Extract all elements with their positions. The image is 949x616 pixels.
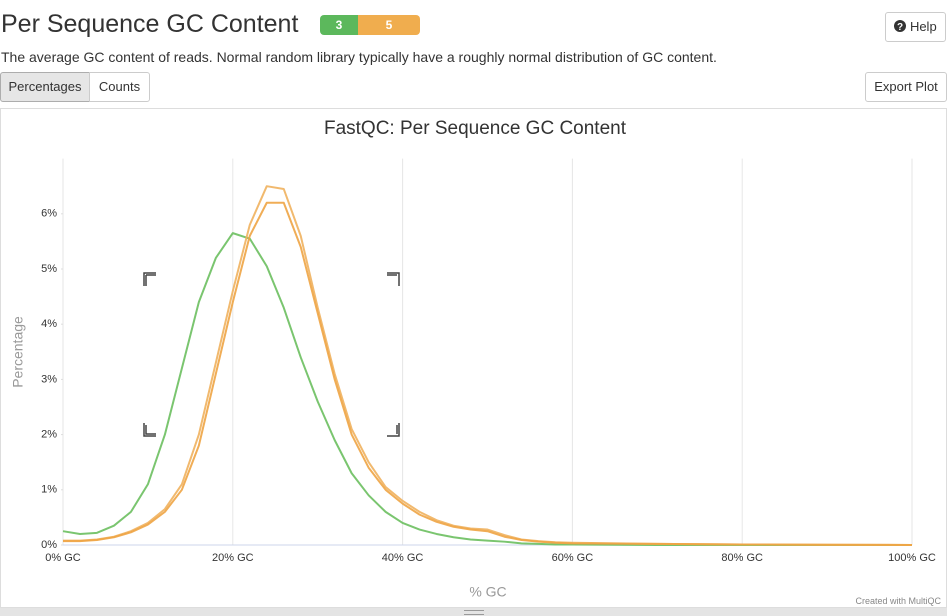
series-line [63,185,913,546]
x-tick-label: 0% GC [45,552,81,564]
description: The average GC content of reads. Normal … [1,49,717,65]
help-button[interactable]: ? Help [885,12,946,42]
chart-title: FastQC: Per Sequence GC Content [324,118,627,139]
y-tick-label: 0% [41,539,57,551]
zoom-brackets [143,272,400,437]
help-label: Help [909,19,937,34]
x-tick-label: 80% GC [721,552,763,564]
chart: FastQC: Per Sequence GC Content % GC Per… [10,118,942,606]
y-axis-label: Percentage [10,316,26,388]
warn-badge[interactable]: 5 [358,15,420,35]
export-button[interactable]: Export Plot [865,72,947,102]
page-title: Per Sequence GC Content [1,10,299,38]
series-line [63,201,913,546]
svg-text:?: ? [897,22,903,32]
x-tick-label: 40% GC [382,552,424,564]
x-tick-label: 60% GC [552,552,594,564]
grip [463,610,484,615]
y-tick-label: 2% [41,429,57,441]
y-tick-label: 3% [41,373,57,385]
counts-button[interactable]: Counts [89,72,150,102]
resize-handle[interactable] [0,608,947,616]
y-tick-label: 4% [41,318,57,330]
x-tick-label: 100% GC [888,552,936,564]
percentages-button[interactable]: Percentages [0,72,90,102]
series-line [62,232,912,546]
help-icon: ? [894,20,907,33]
chart-container: FastQC: Per Sequence GC Content % GC Per… [0,108,947,608]
y-tick-label: 5% [41,263,57,275]
y-tick-label: 6% [41,208,57,220]
grid [61,158,913,546]
x-axis-label: % GC [469,584,506,600]
credit: Created with MultiQC [855,596,941,606]
pass-badge[interactable]: 3 [320,15,358,35]
x-tick-label: 20% GC [212,552,254,564]
y-tick-label: 1% [41,484,57,496]
